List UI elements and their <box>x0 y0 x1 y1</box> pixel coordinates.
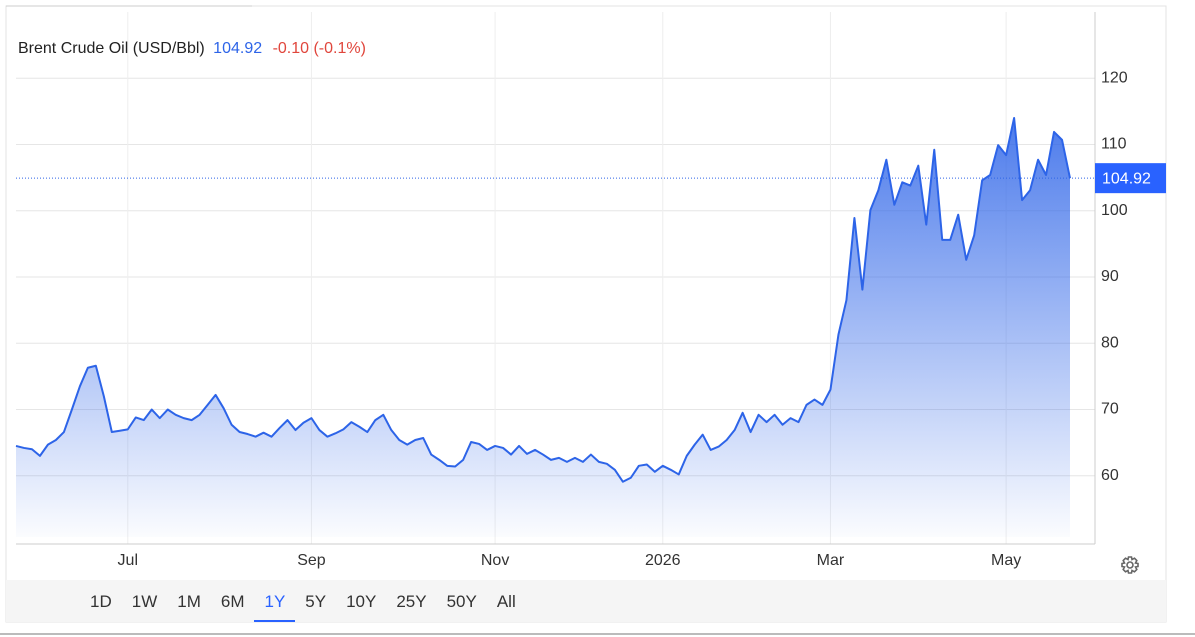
header: Brent Crude Oil (USD/Bbl) 104.92 -0.10 (… <box>18 40 366 57</box>
range-button[interactable]: 10Y <box>346 592 377 611</box>
range-button[interactable]: All <box>496 592 516 611</box>
settings-icon[interactable] <box>1121 556 1139 574</box>
price: 104.92 <box>213 40 262 57</box>
range-button[interactable]: 6M <box>220 592 245 611</box>
range-button[interactable]: 1M <box>177 592 201 611</box>
x-tick-label: Mar <box>817 552 845 569</box>
y-tick-label: 80 <box>1101 334 1119 351</box>
y-tick-label: 120 <box>1101 69 1128 86</box>
y-tick-label: 60 <box>1101 467 1119 484</box>
range-button[interactable]: 50Y <box>446 592 477 611</box>
price-line <box>15 117 1071 483</box>
x-tick-label: Sep <box>297 552 326 569</box>
y-tick-label: 110 <box>1101 136 1127 153</box>
y-tick-label: 100 <box>1101 202 1128 219</box>
range-button[interactable]: 1W <box>131 592 158 611</box>
range-button[interactable]: 25Y <box>396 592 427 611</box>
price-tag <box>1095 163 1166 194</box>
x-tick-label: 2026 <box>645 552 681 569</box>
chart-title: Brent Crude Oil (USD/Bbl) <box>18 40 205 57</box>
y-tick-label: 90 <box>1101 268 1119 285</box>
x-tick-label: Jul <box>118 552 138 569</box>
y-tick-label: 70 <box>1101 401 1119 418</box>
price-tag-label: 104.92 <box>1102 170 1151 187</box>
area-fill <box>16 118 1070 537</box>
range-button[interactable]: 1D <box>90 592 112 611</box>
range-buttons: 1D 1W 1M 6M 1Y 5Y 10Y 25Y 50Y All <box>80 588 526 622</box>
x-tick-label: May <box>991 552 1021 569</box>
range-button[interactable]: 1Y <box>254 588 296 622</box>
plot: 60 70 80 90 100 110 120 Jul Sep Nov 2026 Mar May 104.… <box>15 12 1166 569</box>
range-button[interactable]: 5Y <box>305 592 327 611</box>
x-tick-label: Nov <box>481 552 509 569</box>
change: -0.10 (-0.1%) <box>273 40 366 57</box>
range-bar <box>6 580 1166 622</box>
